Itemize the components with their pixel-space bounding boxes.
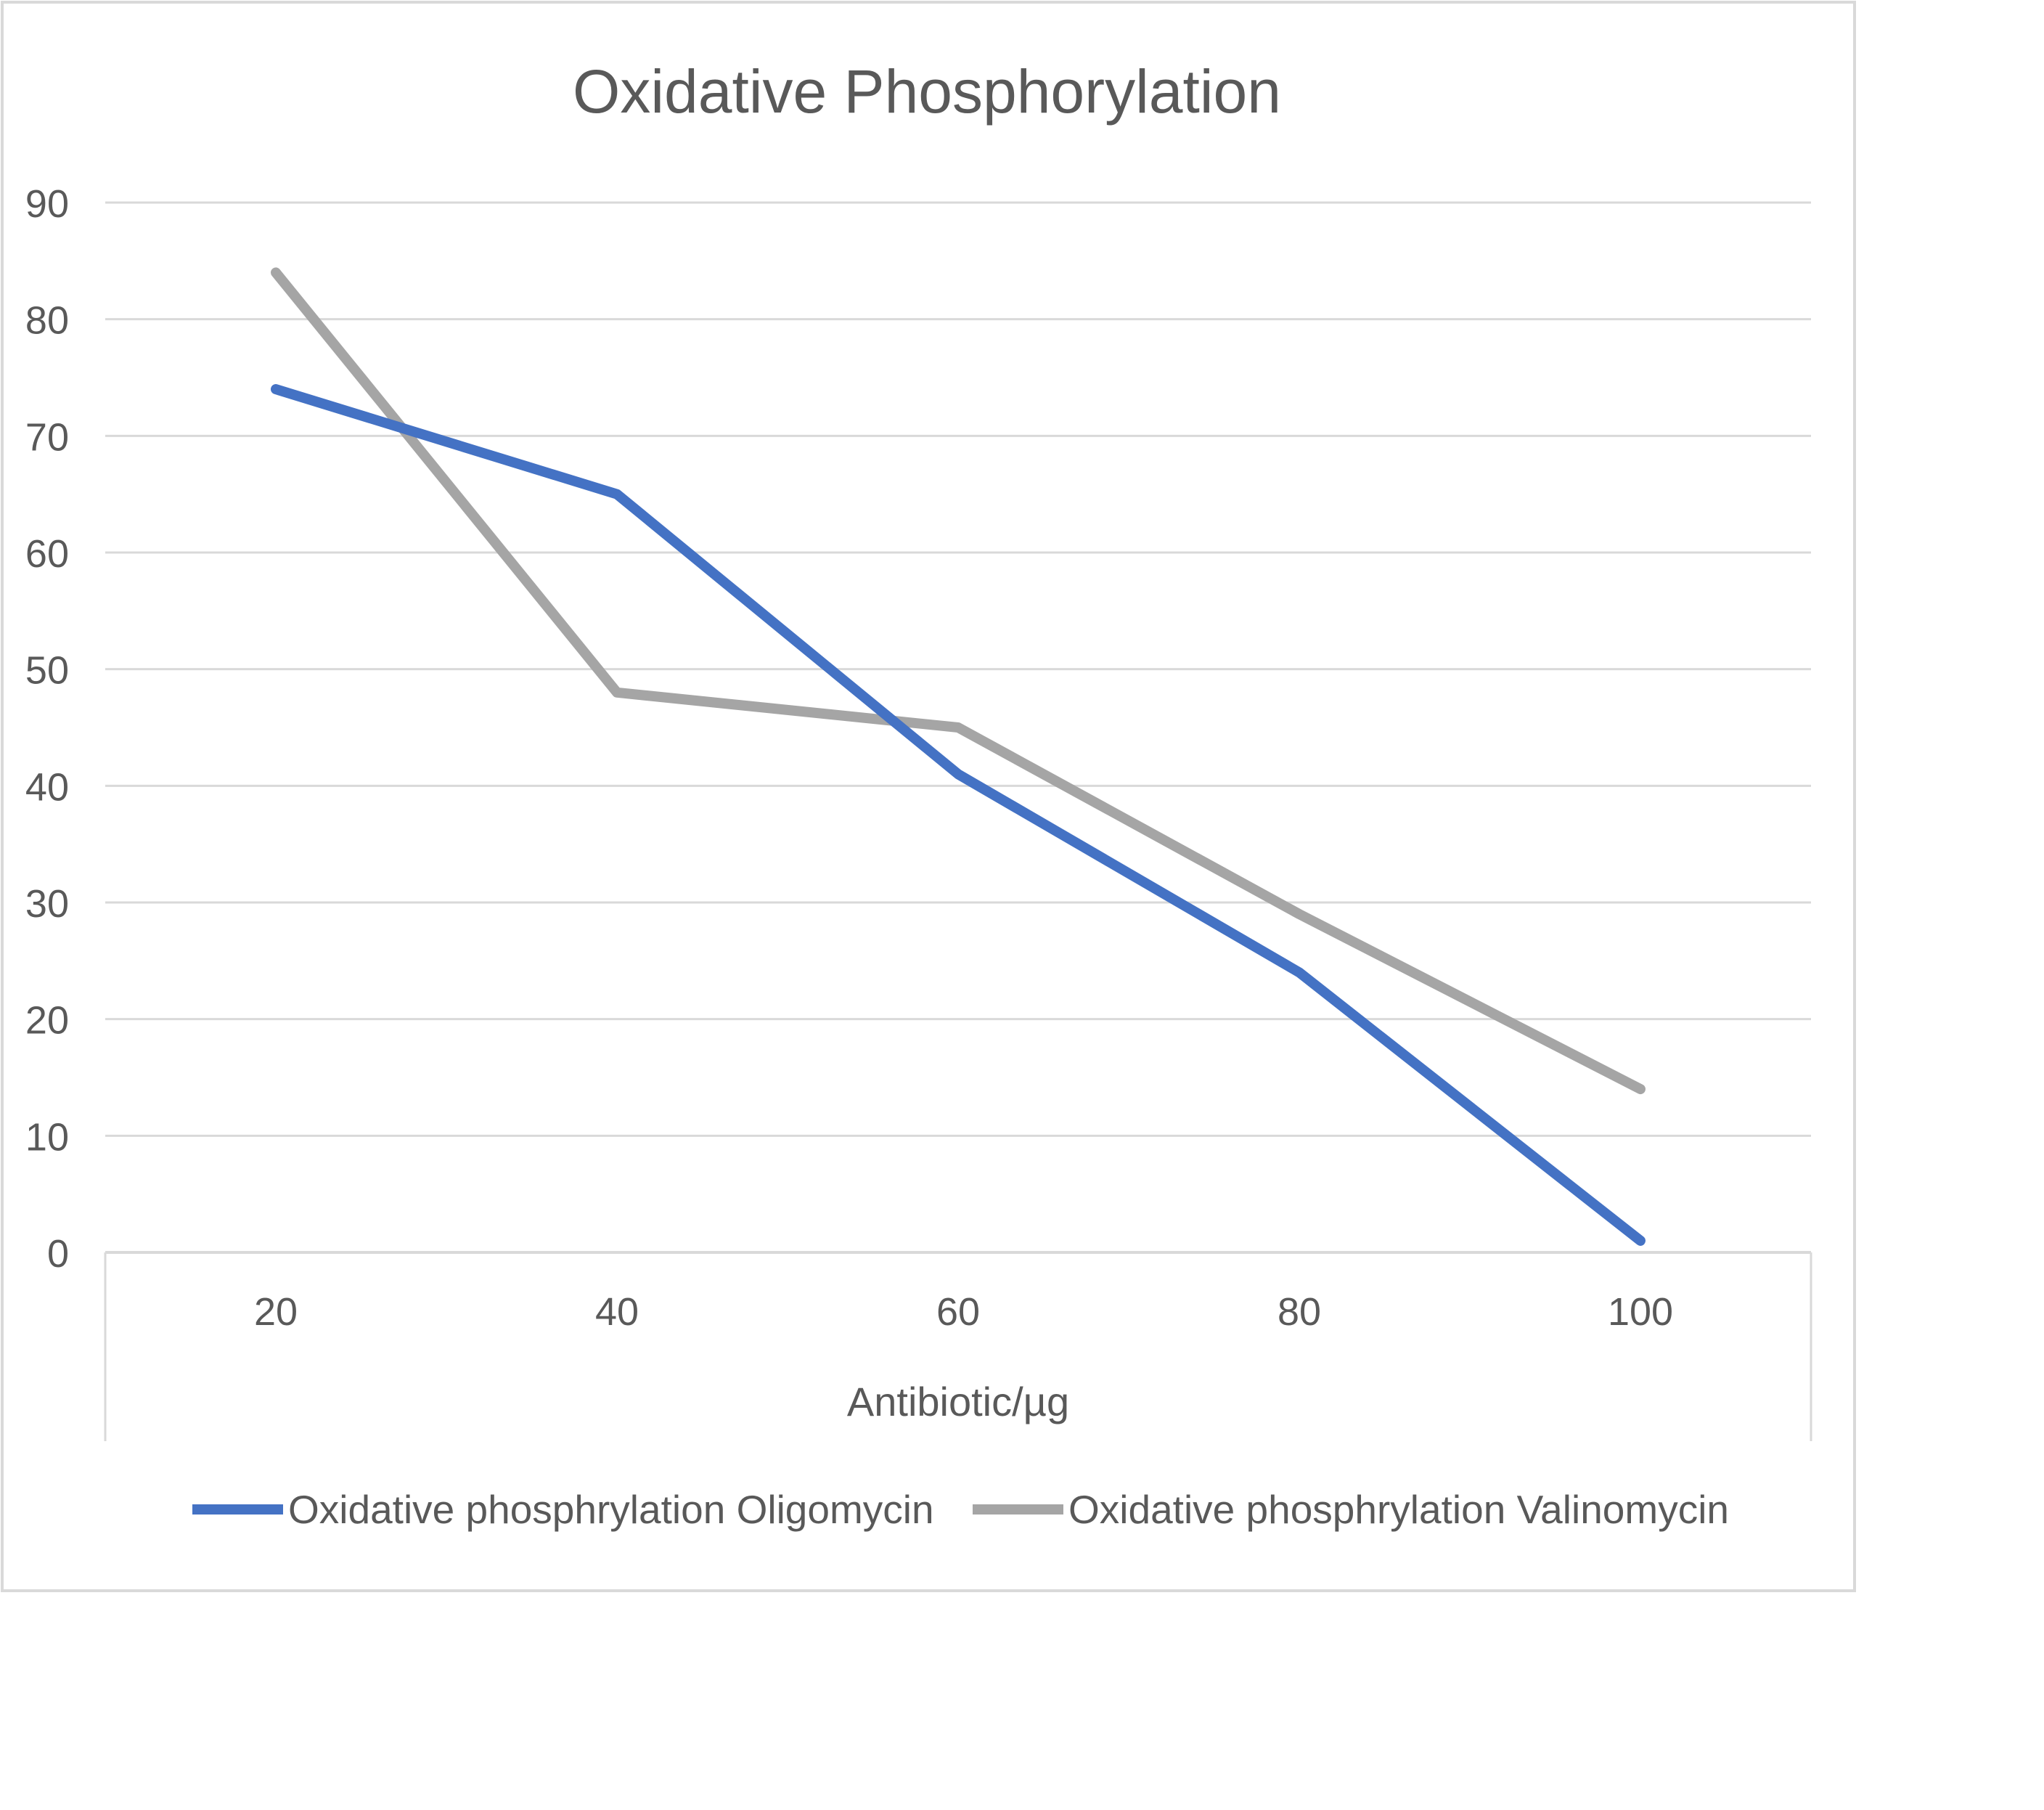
y-tick-label: 70 (25, 415, 69, 459)
y-tick-label: 50 (25, 649, 69, 693)
y-tick-label: 30 (25, 882, 69, 926)
series-lines (271, 267, 1646, 1246)
x-axis-title: Antibiotic/µg (847, 1379, 1069, 1424)
y-axis-tick-labels: 0 10 20 30 40 50 60 70 80 90 (25, 182, 69, 1276)
x-tick-label: 80 (1278, 1290, 1321, 1334)
y-tick-label: 10 (25, 1115, 69, 1159)
chart-border (1, 1, 1856, 1592)
x-tick-label: 60 (936, 1290, 980, 1334)
y-tick-label: 90 (25, 182, 69, 226)
x-tick-label: 20 (254, 1290, 298, 1334)
x-tick-label: 40 (595, 1290, 639, 1334)
y-tick-label: 0 (47, 1232, 69, 1276)
legend: Oxidative phosphrylation Oligomycin Oxid… (192, 1487, 1729, 1532)
legend-label-oligomycin: Oxidative phosphrylation Oligomycin (288, 1487, 934, 1532)
y-tick-label: 80 (25, 299, 69, 343)
chart-title: Oxidative Phosphorylation (573, 57, 1281, 126)
legend-label-valinomycin: Oxidative phosphrylation Valinomycin (1068, 1487, 1729, 1532)
x-tick-label: 100 (1608, 1290, 1673, 1334)
y-tick-label: 40 (25, 765, 69, 809)
series-line-valinomycin (271, 267, 1646, 1095)
y-tick-label: 20 (25, 999, 69, 1043)
gridlines (105, 201, 1811, 1137)
series-line-oligomycin (271, 384, 1646, 1246)
y-tick-label: 60 (25, 532, 69, 576)
x-axis-tick-labels: 20 40 60 80 100 (254, 1290, 1673, 1334)
